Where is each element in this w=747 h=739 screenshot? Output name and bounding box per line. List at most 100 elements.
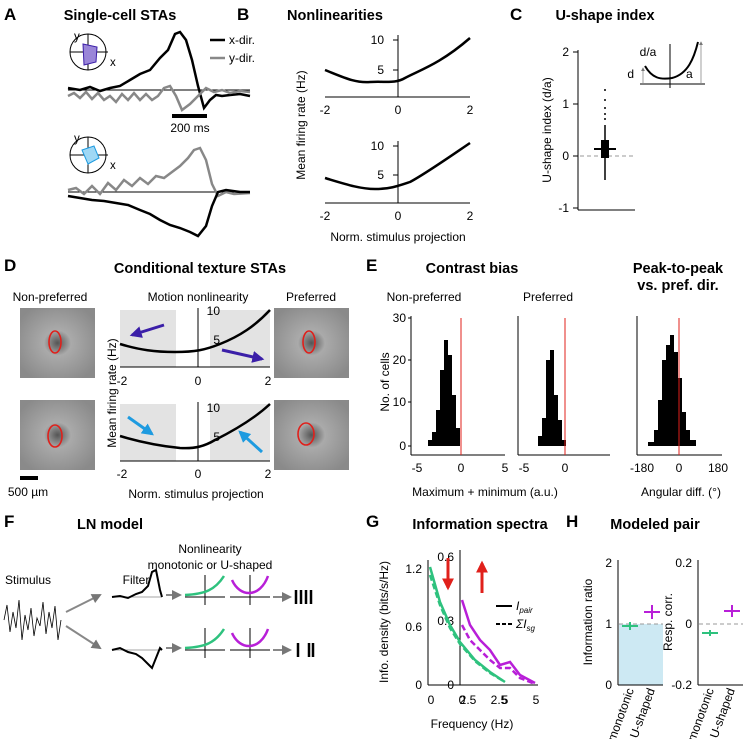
y-tick-label: 0: [447, 678, 454, 692]
y-tick-label: 5: [377, 168, 384, 182]
panel-title: Modeled pair: [610, 517, 700, 533]
axis-label: y: [74, 133, 80, 145]
stage-label: monotonic or U-shaped: [148, 558, 273, 572]
y-tick-label: 0: [415, 678, 422, 692]
x-tick-label: -2: [320, 103, 331, 117]
panel-letter: F: [4, 512, 14, 531]
x-tick-label: 2: [467, 103, 474, 117]
y-axis-label: Mean firing rate (Hz): [105, 338, 119, 447]
x-tick-label: 0: [428, 693, 435, 707]
x-axis-label: Norm. stimulus projection: [128, 487, 263, 501]
column-header: Motion nonlinearity: [148, 290, 249, 304]
stage-label: Filter: [123, 573, 150, 587]
y-tick-label: 10: [371, 33, 385, 47]
y-tick-label: 1: [605, 617, 612, 631]
x-tick-label: 0: [395, 103, 402, 117]
y-tick-label: 1.2: [405, 562, 422, 576]
column-header: Preferred: [523, 290, 573, 304]
panel-a: A Single-cell STAs x-dir. y-dir. y x 200…: [4, 5, 255, 238]
panel-b: B Nonlinearities Mean firing rate (Hz) 1…: [237, 5, 474, 244]
y-axis-label: Resp. corr.: [661, 593, 675, 651]
x-tick-label: 0: [458, 461, 465, 475]
panel-letter: D: [4, 256, 16, 275]
column-header: Non-preferred: [387, 290, 462, 304]
panel-c: C U-shape index U-shape index (d/a) 2 1 …: [510, 5, 705, 215]
x-tick-label: 5: [533, 693, 540, 707]
y-axis-label: Info. density (bits/s/Hz): [377, 561, 391, 683]
panel-g: G Information spectra Info. density (bit…: [366, 512, 549, 731]
x-tick-label: 5: [502, 461, 509, 475]
y-tick-label: 0.6: [437, 550, 454, 564]
texture-image: [274, 400, 349, 470]
x-tick-label: -180: [630, 461, 654, 475]
y-tick-label: 0: [685, 617, 692, 631]
x-tick-label: 0: [459, 693, 466, 707]
axis-label: y: [74, 31, 80, 43]
y-tick-label: 10: [207, 401, 221, 415]
x-tick-label: 2.5: [491, 693, 508, 707]
legend-label: y-dir.: [229, 51, 255, 65]
y-tick-label: 0: [399, 439, 406, 453]
x-tick-label: 0: [195, 467, 202, 481]
legend-label: Ipair: [516, 599, 533, 615]
y-tick-label: 0: [605, 678, 612, 692]
x-tick-label: 2.5: [460, 693, 477, 707]
y-tick-label: 5: [377, 63, 384, 77]
panel-title: Single-cell STAs: [64, 8, 177, 24]
panel-letter: H: [566, 512, 578, 531]
x-tick-label: -2: [320, 209, 331, 223]
y-tick-label: 10: [393, 395, 407, 409]
x-tick-label: 2: [265, 467, 272, 481]
texture-image: [20, 308, 95, 378]
y-tick-label: 20: [393, 353, 407, 367]
y-axis-label: No. of cells: [378, 352, 392, 411]
x-tick-label: 2: [265, 374, 272, 388]
panel-letter: G: [366, 512, 379, 531]
panel-letter: A: [4, 5, 16, 24]
panel-h: H Modeled pair Information ratio Resp. c…: [566, 512, 743, 739]
legend-label: ΣIsg: [515, 617, 536, 633]
panel-letter: E: [366, 256, 377, 275]
y-tick-label: 2: [562, 45, 569, 59]
legend-label: x-dir.: [229, 33, 255, 47]
x-axis-label: Frequency (Hz): [431, 717, 514, 731]
y-tick-label: 2: [605, 556, 612, 570]
inset-label: d/a: [640, 45, 657, 59]
panel-e: E Contrast bias Peak-to-peak vs. pref. d…: [366, 256, 728, 499]
y-tick-label: 0: [562, 149, 569, 163]
texture-image: [274, 308, 349, 378]
texture-image: [20, 400, 95, 470]
y-tick-label: 10: [371, 139, 385, 153]
axis-label: x: [110, 57, 116, 69]
x-tick-label: 5: [502, 693, 509, 707]
panel-letter: B: [237, 5, 249, 24]
x-tick-label: 0: [676, 461, 683, 475]
y-tick-label: 30: [393, 311, 407, 325]
y-tick-label: 0.2: [675, 556, 692, 570]
panel-title: Information spectra: [412, 517, 548, 533]
axis-label: x: [110, 160, 116, 172]
x-tick-label: 0: [195, 374, 202, 388]
y-tick-label: 5: [213, 430, 220, 444]
panel-title: Peak-to-peak: [633, 261, 724, 277]
scale-bar-label: 500 µm: [8, 485, 48, 499]
panel-letter: C: [510, 5, 522, 24]
scale-bar-label: 200 ms: [170, 121, 209, 135]
y-tick-label: 10: [207, 304, 221, 318]
x-axis-label: Maximum + minimum (a.u.): [412, 485, 558, 499]
inset-label: d: [627, 67, 634, 81]
x-axis-label: Angular diff. (°): [641, 485, 721, 499]
panel-title: U-shape index: [555, 8, 654, 24]
y-tick-label: -1: [558, 201, 569, 215]
y-tick-label: -0.2: [671, 678, 692, 692]
y-tick-label: 0.6: [405, 620, 422, 634]
x-tick-label: -5: [412, 461, 423, 475]
panel-title: Contrast bias: [426, 261, 519, 277]
panel-title: Nonlinearities: [287, 8, 383, 24]
column-header: Non-preferred: [13, 290, 88, 304]
x-tick-label: -2: [117, 374, 128, 388]
y-axis-label: Information ratio: [581, 578, 595, 665]
x-tick-label: 0: [395, 209, 402, 223]
x-axis-label: Norm. stimulus projection: [330, 230, 465, 244]
